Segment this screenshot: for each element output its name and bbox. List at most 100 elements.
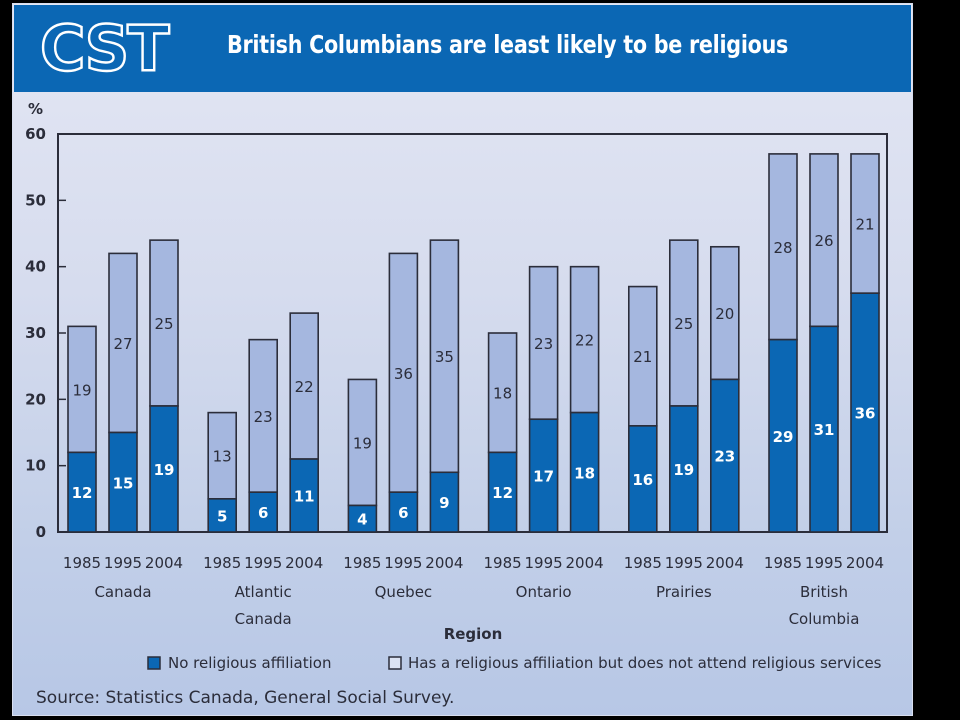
source-note: Source: Statistics Canada, General Socia…: [36, 688, 455, 708]
bar-segment-no-affiliation: [207, 498, 237, 533]
x-group-label: British: [800, 583, 848, 601]
bar-segment-affiliation-no-attend: [627, 285, 658, 427]
legend-label-no-affiliation: No religious affiliation: [168, 654, 331, 672]
y-axis-unit-label: %: [28, 100, 43, 118]
legend-swatch-affiliation-no-attend: [388, 656, 402, 670]
data-label-no-affiliation: 16: [632, 471, 653, 489]
x-tick-label-year: 1985: [343, 554, 381, 572]
bar-segment-no-affiliation: [709, 378, 740, 533]
data-label-no-affiliation: 15: [113, 474, 134, 492]
x-group-label: Prairies: [656, 583, 712, 601]
x-group-label: Quebec: [375, 583, 433, 601]
data-label-no-affiliation: 9: [439, 494, 449, 512]
data-label-affiliation-no-attend: 19: [353, 434, 372, 452]
data-label-no-affiliation: 23: [714, 448, 735, 466]
logo-text: CST: [40, 16, 169, 78]
bar-segment-no-affiliation: [528, 418, 559, 533]
y-axis: 0 10 20 30 40 50 60: [25, 125, 66, 541]
x-tick-label-year: 1995: [244, 554, 282, 572]
data-label-affiliation-no-attend: 25: [154, 315, 173, 333]
x-tick-label-year: 1985: [624, 554, 662, 572]
header-banner: [14, 5, 911, 92]
bar-segment-no-affiliation: [627, 425, 658, 533]
bar-segment-no-affiliation: [569, 411, 600, 533]
bar-segment-affiliation-no-attend: [207, 411, 237, 500]
bar-segment-no-affiliation: [108, 431, 138, 533]
bar-segment-affiliation-no-attend: [569, 265, 600, 414]
data-label-affiliation-no-attend: 28: [773, 239, 792, 257]
x-tick-label-year: 1985: [63, 554, 101, 572]
data-label-no-affiliation: 31: [814, 421, 835, 439]
data-label-affiliation-no-attend: 23: [534, 335, 553, 353]
data-label-no-affiliation: 18: [574, 464, 595, 482]
x-tick-label-year: 1995: [665, 554, 703, 572]
x-tick-label-year: 1995: [384, 554, 422, 572]
data-label-affiliation-no-attend: 27: [113, 335, 132, 353]
bar-segment-affiliation-no-attend: [709, 245, 740, 381]
bar-segment-affiliation-no-attend: [108, 252, 138, 434]
bars: 12 19 15 27 19 25 5 13 6 23 11 22 4 19 6 36 9 35 12 18 17 23 1…: [67, 153, 880, 533]
data-label-no-affiliation: 17: [533, 468, 554, 486]
x-tick-label-year: 1985: [203, 554, 241, 572]
cst-logo: CST: [39, 16, 173, 78]
bar-segment-affiliation-no-attend: [388, 252, 419, 493]
bar-segment-affiliation-no-attend: [668, 239, 699, 407]
bar-segment-affiliation-no-attend: [809, 153, 839, 328]
y-tick-label: 40: [25, 258, 46, 276]
data-label-no-affiliation: 12: [72, 484, 93, 502]
bar-segment-no-affiliation: [809, 325, 839, 533]
legend-swatch-no-affiliation: [147, 656, 161, 670]
x-tick-label-year: 2004: [145, 554, 183, 572]
legend-label-affiliation-no-attend: Has a religious affiliation but does not…: [408, 654, 882, 672]
data-label-no-affiliation: 6: [258, 504, 268, 522]
x-tick-label-year: 2004: [285, 554, 323, 572]
bar-segment-no-affiliation: [149, 405, 179, 533]
data-label-no-affiliation: 19: [673, 461, 694, 479]
y-tick-label: 10: [25, 457, 46, 475]
bar-segment-no-affiliation: [850, 292, 880, 533]
bar-segment-no-affiliation: [487, 451, 518, 533]
data-label-no-affiliation: 11: [294, 488, 315, 506]
x-tick-label-year: 1985: [484, 554, 522, 572]
x-tick-label-year: 1995: [104, 554, 142, 572]
x-group-label: Columbia: [789, 610, 860, 628]
data-label-no-affiliation: 4: [357, 511, 367, 529]
bar-segment-affiliation-no-attend: [248, 338, 278, 493]
data-label-no-affiliation: 29: [773, 428, 794, 446]
y-tick-label: 0: [36, 523, 46, 541]
x-group-label: Atlantic: [235, 583, 292, 601]
data-label-no-affiliation: 6: [398, 504, 408, 522]
data-label-affiliation-no-attend: 13: [213, 448, 232, 466]
data-label-no-affiliation: 36: [855, 405, 876, 423]
data-label-affiliation-no-attend: 26: [814, 232, 833, 250]
data-label-affiliation-no-attend: 35: [435, 348, 454, 366]
data-label-affiliation-no-attend: 21: [633, 348, 652, 366]
x-group-label: Canada: [94, 583, 151, 601]
y-tick-label: 60: [25, 125, 46, 143]
x-tick-label-year: 2004: [706, 554, 744, 572]
x-tick-label-year: 2004: [425, 554, 463, 572]
y-tick-label: 50: [25, 191, 46, 209]
data-label-affiliation-no-attend: 19: [72, 381, 91, 399]
data-label-no-affiliation: 5: [217, 507, 227, 525]
data-label-no-affiliation: 12: [492, 484, 513, 502]
bar-segment-affiliation-no-attend: [850, 153, 880, 294]
data-label-affiliation-no-attend: 22: [295, 378, 314, 396]
plot-frame: [57, 133, 888, 533]
bar-segment-no-affiliation: [388, 491, 419, 533]
x-axis-title: Region: [444, 625, 503, 643]
chart-title: British Columbians are least likely to b…: [227, 30, 789, 59]
data-label-affiliation-no-attend: 20: [715, 305, 734, 323]
x-group-label: Ontario: [516, 583, 572, 601]
bar-segment-affiliation-no-attend: [289, 312, 320, 460]
data-label-affiliation-no-attend: 23: [254, 408, 273, 426]
y-tick-label: 20: [25, 390, 46, 408]
data-label-no-affiliation: 19: [154, 461, 175, 479]
data-label-affiliation-no-attend: 22: [575, 332, 594, 350]
bar-segment-no-affiliation: [289, 458, 320, 533]
data-label-affiliation-no-attend: 36: [394, 365, 413, 383]
x-tick-label-year: 2004: [846, 554, 884, 572]
bar-segment-no-affiliation: [67, 451, 97, 533]
